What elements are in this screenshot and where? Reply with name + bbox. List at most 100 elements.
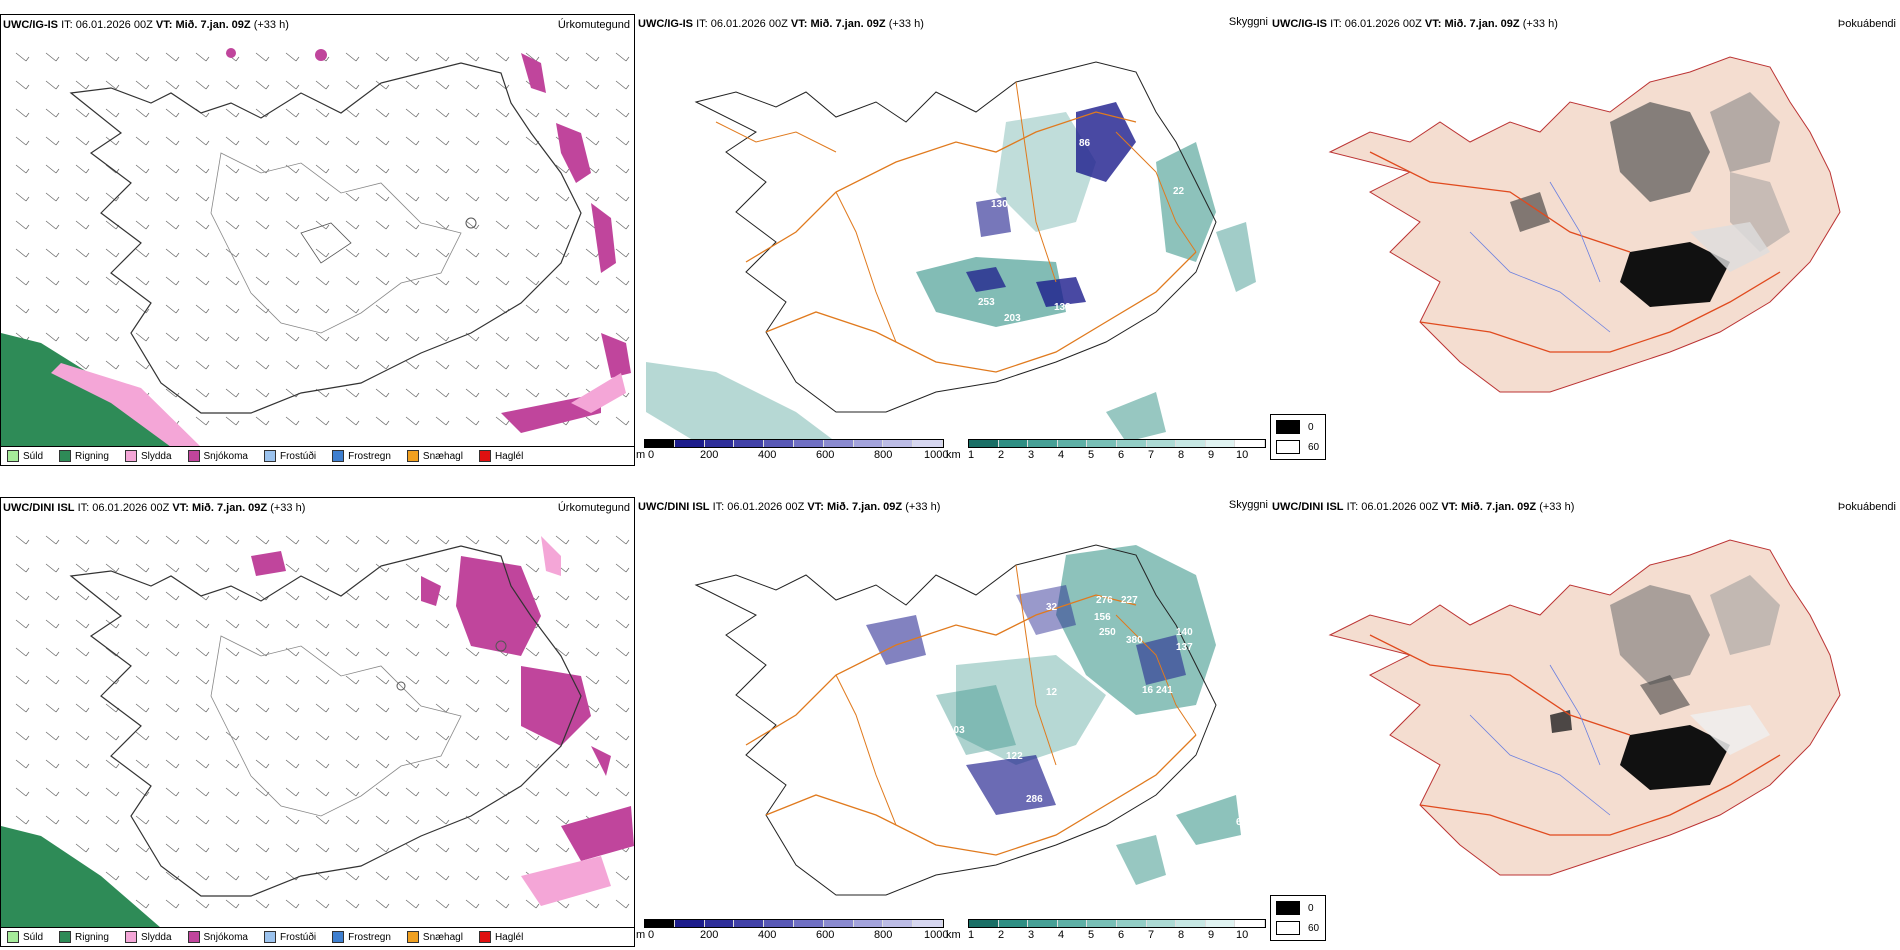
cloud-base-label: 241 (1156, 685, 1173, 696)
wind-barb (75, 332, 90, 342)
wind-barb (375, 675, 390, 685)
wind-barb (165, 619, 180, 629)
wind-barb (345, 416, 360, 426)
wind-barb (225, 164, 240, 174)
wind-barb (375, 192, 390, 202)
wind-barb (615, 619, 630, 629)
wind-barb (165, 108, 180, 118)
wind-barb (45, 108, 60, 118)
wind-barb (375, 304, 390, 314)
wind-barb (225, 192, 240, 202)
wind-barb (345, 731, 360, 741)
wind-barb (285, 563, 300, 573)
wind-barb (525, 164, 540, 174)
wind-barb (75, 843, 90, 853)
wind-barb (15, 731, 30, 741)
cloud-base-label: 203 (1004, 313, 1021, 324)
precip-legend: Súld Rigning Slydda Snjókoma Frostúði Fr… (1, 927, 634, 946)
wind-barb (15, 136, 30, 146)
wind-barb (225, 388, 240, 398)
panel-header: UWC/DINI ISL IT: 06.01.2026 00Z VT: Mið.… (638, 501, 941, 513)
wind-barb (435, 563, 450, 573)
wind-barb (135, 843, 150, 853)
wind-barb (255, 703, 270, 713)
wind-barb (135, 675, 150, 685)
wind-barb (75, 108, 90, 118)
wind-barb (165, 731, 180, 741)
wind-barb (75, 563, 90, 573)
wind-barb (585, 731, 600, 741)
variable-title: Skyggni (1228, 499, 1268, 511)
legend-swatch-drizzle (7, 450, 19, 462)
wind-barb (405, 619, 420, 629)
wind-barb (105, 80, 120, 90)
wind-barb (165, 871, 180, 881)
wind-barb (345, 52, 360, 62)
wind-barb (615, 675, 630, 685)
wind-barb (285, 675, 300, 685)
wind-barb (195, 304, 210, 314)
wind-barb (195, 360, 210, 370)
panel-header: UWC/DINI ISL IT: 06.01.2026 00Z VT: Mið.… (1272, 501, 1575, 513)
wind-barb (435, 52, 450, 62)
wind-barb (195, 703, 210, 713)
wind-barb (465, 220, 480, 230)
wind-barb (435, 535, 450, 545)
wind-barb (15, 535, 30, 545)
wind-barb (255, 843, 270, 853)
wind-barb (615, 563, 630, 573)
wind-barb (495, 136, 510, 146)
cloud-base-label: 16 (1142, 685, 1154, 696)
wind-barb (315, 731, 330, 741)
wind-barb (495, 731, 510, 741)
wind-barb (375, 136, 390, 146)
legend-item: Snjókoma (187, 931, 248, 943)
legend-item: Súld (7, 450, 43, 462)
wind-barb (135, 304, 150, 314)
wind-barb (345, 591, 360, 601)
wind-barb (165, 136, 180, 146)
wind-barb (405, 416, 420, 426)
wind-barb (555, 759, 570, 769)
wind-barb (585, 80, 600, 90)
wind-barb (585, 416, 600, 426)
wind-barb (375, 248, 390, 258)
wind-barb (225, 563, 240, 573)
wind-barb (45, 675, 60, 685)
wind-barb (165, 815, 180, 825)
precip-map (1, 535, 634, 928)
cloud-base-label: 156 (1094, 612, 1111, 623)
wind-barb (345, 787, 360, 797)
wind-barb (105, 276, 120, 286)
wind-barb (225, 787, 240, 797)
wind-barb (15, 164, 30, 174)
wind-barb (495, 416, 510, 426)
wind-barb (225, 220, 240, 230)
wind-barb (555, 52, 570, 62)
wind-barb (375, 276, 390, 286)
fog-legend-black (1276, 420, 1300, 434)
wind-barb (315, 759, 330, 769)
wind-barb (555, 843, 570, 853)
wind-barb (405, 276, 420, 286)
wind-barb (15, 759, 30, 769)
wind-barb (435, 815, 450, 825)
legend-item: Frostúði (263, 931, 316, 943)
wind-barb (525, 759, 540, 769)
wind-barb (435, 192, 450, 202)
wind-barb (195, 164, 210, 174)
wind-barb (105, 360, 120, 370)
legend-item: Slydda (124, 450, 172, 462)
wind-barb (195, 871, 210, 881)
wind-barb (105, 332, 120, 342)
wind-barb (465, 675, 480, 685)
wind-barb (615, 416, 630, 426)
wind-barb (345, 192, 360, 202)
wind-barb (45, 332, 60, 342)
wind-barb (285, 248, 300, 258)
wind-barb (345, 304, 360, 314)
wind-barb (375, 388, 390, 398)
visibility-tick: 7 (1148, 929, 1155, 941)
wind-barb (465, 647, 480, 657)
wind-barb (105, 535, 120, 545)
